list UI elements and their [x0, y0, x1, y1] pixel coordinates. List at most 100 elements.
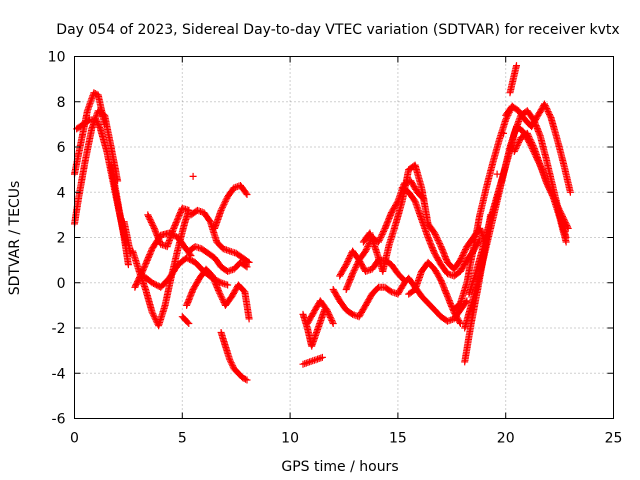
- data-point: [541, 100, 548, 108]
- series-track-26: [450, 102, 516, 314]
- data-point: [344, 258, 352, 266]
- data-point: [511, 146, 519, 154]
- data-point: [543, 179, 551, 187]
- data-point: [456, 256, 464, 264]
- data-point: [493, 170, 501, 178]
- data-point: [221, 199, 229, 207]
- data-point: [324, 307, 331, 315]
- data-point: [245, 315, 253, 323]
- data-point: [329, 318, 336, 326]
- data-point: [219, 202, 227, 210]
- series-track-13: [178, 172, 197, 327]
- data-point: [460, 249, 468, 257]
- data-point: [510, 148, 518, 155]
- data-point: [144, 211, 152, 219]
- data-point: [349, 268, 357, 276]
- data-point: [318, 353, 326, 361]
- data-point: [531, 148, 539, 155]
- data-point: [433, 235, 441, 243]
- data-point: [515, 139, 523, 146]
- data-point: [536, 130, 544, 138]
- data-point: [377, 232, 385, 240]
- series-track-04: [129, 206, 193, 330]
- data-point: [229, 362, 237, 370]
- data-point: [221, 197, 229, 205]
- data-point: [349, 270, 357, 278]
- x-tick-label: 0: [70, 431, 79, 447]
- x-tick-label: 15: [389, 431, 407, 447]
- data-point: [242, 262, 250, 270]
- data-point: [94, 119, 101, 127]
- data-point: [524, 131, 532, 139]
- data-point: [528, 140, 536, 148]
- data-point: [151, 314, 159, 322]
- y-tick-label: 2: [57, 231, 66, 247]
- data-point: [436, 240, 444, 247]
- data-point: [147, 217, 155, 225]
- data-point: [526, 136, 534, 143]
- series-track-09: [185, 243, 251, 275]
- data-point: [218, 294, 226, 302]
- data-point: [245, 258, 253, 266]
- x-tick-label: 10: [281, 431, 299, 447]
- data-point: [362, 246, 370, 254]
- data-point: [566, 188, 574, 196]
- data-point: [433, 234, 441, 241]
- data-point: [525, 134, 533, 142]
- data-point: [328, 317, 336, 324]
- data-point: [243, 191, 251, 198]
- data-point: [379, 229, 387, 237]
- series-track-10: [183, 265, 253, 323]
- data-point: [218, 205, 226, 213]
- data-point: [543, 181, 551, 189]
- data-point: [523, 129, 531, 137]
- data-point: [461, 247, 469, 255]
- data-point: [243, 263, 251, 271]
- data-point: [92, 116, 100, 124]
- data-point: [217, 206, 225, 214]
- data-point: [326, 312, 334, 320]
- data-point: [352, 262, 360, 270]
- data-point: [399, 275, 407, 283]
- data-point: [185, 320, 193, 327]
- data-point: [354, 259, 362, 267]
- data-point: [545, 109, 553, 117]
- y-axis-label: SDTVAR / TECUs: [7, 181, 23, 296]
- data-point: [222, 196, 230, 204]
- y-tick-label: -2: [52, 321, 66, 337]
- data-point: [352, 264, 359, 272]
- data-point: [431, 231, 439, 238]
- data-point: [94, 120, 102, 128]
- data-point: [375, 237, 383, 244]
- series-track-08: [187, 206, 253, 266]
- data-point: [548, 190, 556, 198]
- series-track-19: [342, 177, 428, 293]
- data-point: [351, 265, 359, 273]
- data-point: [122, 240, 130, 248]
- data-point: [220, 200, 228, 208]
- y-tick-label: 0: [57, 276, 66, 292]
- y-tick-label: -6: [52, 412, 66, 428]
- data-point: [510, 129, 518, 137]
- x-tick-label: 20: [497, 431, 515, 447]
- data-point: [513, 143, 520, 151]
- data-point: [362, 247, 370, 255]
- data-point: [546, 112, 554, 120]
- data-point: [215, 288, 223, 296]
- data-point: [535, 158, 543, 166]
- data-point: [515, 117, 523, 125]
- data-point: [216, 289, 224, 297]
- chart-title: Day 054 of 2023, Sidereal Day-to-day VTE…: [56, 22, 619, 38]
- series-track-06: [144, 204, 193, 251]
- data-point: [376, 235, 384, 243]
- data-point: [542, 103, 550, 111]
- data-point: [380, 226, 388, 234]
- data-point: [184, 318, 192, 326]
- data-point: [95, 122, 103, 130]
- data-point: [545, 184, 553, 192]
- data-point: [400, 277, 408, 284]
- data-point: [114, 177, 122, 185]
- x-tick-label: 25: [605, 431, 623, 447]
- series-track-11: [217, 329, 251, 384]
